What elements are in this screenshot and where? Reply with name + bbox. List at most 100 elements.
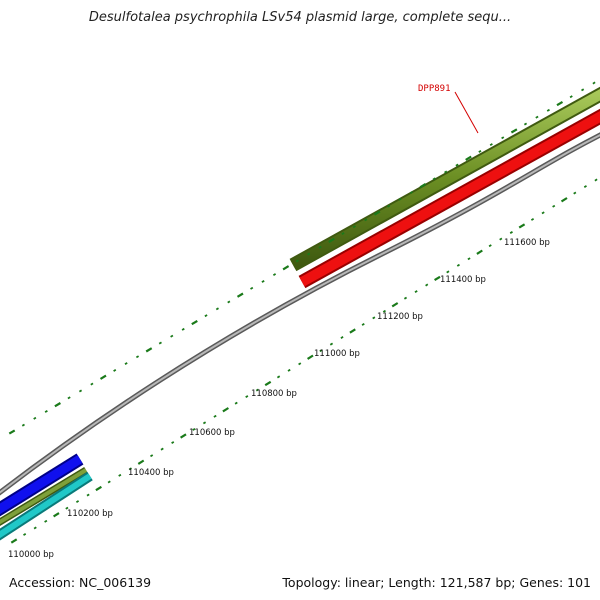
upper-strand-tick (158, 341, 162, 345)
lower-strand-tick (509, 231, 513, 234)
ruler-label-110400: 110400 bp (128, 468, 174, 478)
lower-strand-tick (530, 217, 535, 221)
lower-strand-tick (499, 237, 503, 241)
ruler-label-111600: 111600 bp (504, 238, 550, 248)
lower-strand-tick (391, 302, 399, 308)
lower-strand-tick (298, 362, 302, 366)
ruler-label-111400: 111400 bp (440, 275, 486, 285)
lower-strand-tick (476, 249, 483, 255)
upper-strand-tick (387, 204, 391, 208)
upper-strand-tick (272, 273, 277, 277)
upper-strand-tick (465, 155, 472, 161)
lower-strand-tick (573, 191, 577, 195)
lower-strand-tick (137, 459, 145, 465)
lower-strand-tick (307, 354, 314, 360)
lower-strand-tick (349, 328, 356, 334)
lower-strand-tick (372, 316, 376, 320)
upper-strand-tick (170, 334, 174, 338)
upper-strand-tick (67, 396, 71, 400)
lower-strand-tick (434, 275, 441, 282)
upper-strand-tick (250, 286, 254, 290)
lower-strand-tick (456, 263, 460, 267)
lower-strand-tick (213, 414, 217, 418)
upper-strand-tick (419, 183, 427, 189)
upper-strand-tick (535, 115, 539, 119)
lower-strand-tick (594, 178, 598, 182)
upper-strand-tick (78, 389, 83, 393)
tick-marks-lower-strand (10, 178, 598, 544)
upper-strand-tick (54, 402, 61, 408)
upper-strand-tick (215, 307, 219, 311)
lower-strand-tick (202, 421, 207, 425)
upper-strand-tick (295, 259, 299, 263)
lower-strand-tick (583, 185, 587, 188)
lower-strand-tick (245, 395, 249, 399)
topology-summary-text: Topology: linear; Length: 121,587 bp; Ge… (282, 575, 591, 590)
upper-strand-tick (546, 108, 550, 112)
lower-strand-tick (10, 538, 18, 544)
upper-strand-tick (227, 300, 231, 304)
lower-strand-tick (180, 433, 187, 439)
upper-strand-tick (307, 252, 311, 256)
ruler-label-111000: 111000 bp (314, 349, 360, 359)
lower-strand-tick (361, 322, 365, 326)
lower-strand-tick (171, 441, 175, 444)
lower-strand-tick (118, 473, 122, 477)
lower-strand-tick (192, 427, 196, 431)
lower-strand-tick (425, 283, 429, 287)
upper-strand-tick (432, 177, 436, 181)
upper-strand-tick (21, 423, 25, 427)
upper-strand-tick (373, 210, 381, 216)
lower-strand-tick (488, 244, 492, 248)
upper-strand-tick (489, 143, 493, 147)
upper-strand-tick (341, 232, 345, 235)
lower-strand-tick (44, 519, 48, 523)
lower-strand-tick (467, 257, 471, 261)
tick-marks-upper-strand (8, 81, 596, 435)
lower-strand-tick (75, 500, 80, 504)
accession-text: Accession: NC_006139 (9, 575, 152, 590)
upper-strand-tick (478, 150, 482, 153)
lower-strand-tick (287, 368, 291, 372)
upper-strand-tick (44, 410, 48, 413)
upper-strand-tick (556, 100, 564, 107)
upper-strand-tick (523, 122, 528, 126)
upper-strand-tick (236, 292, 244, 298)
upper-strand-tick (181, 327, 185, 331)
upper-strand-tick (33, 416, 37, 420)
upper-strand-tick (398, 197, 402, 201)
gene-label-dpp891[interactable]: DPP891 (418, 84, 451, 94)
lower-strand-tick (446, 270, 450, 274)
sequence-backbone-highlight (0, 133, 600, 494)
upper-strand-tick (455, 163, 459, 167)
map-title: Desulfotalea psychrophila LSv54 plasmid … (88, 10, 512, 25)
upper-strand-tick (581, 88, 585, 92)
gene-feature-red-fill (299, 111, 600, 287)
lower-strand-tick (382, 309, 386, 313)
upper-strand-tick (328, 237, 335, 243)
ruler-label-110600: 110600 bp (189, 428, 235, 438)
lower-strand-tick (33, 526, 37, 530)
lower-strand-tick (23, 533, 27, 536)
upper-strand-tick (261, 280, 265, 283)
lower-strand-tick (340, 336, 344, 339)
lower-strand-tick (86, 493, 90, 497)
gene-label-leader-line (454, 91, 479, 134)
upper-strand-tick (145, 347, 153, 353)
upper-strand-tick (569, 95, 573, 99)
ruler-label-111200: 111200 bp (377, 312, 423, 322)
lower-strand-tick (95, 485, 102, 492)
gene-feature-olive-lower-fill (0, 468, 88, 525)
ruler-label-110800: 110800 bp (251, 389, 297, 399)
lower-strand-tick (560, 197, 568, 203)
lower-strand-tick (276, 375, 281, 379)
gene-feature-blue-fill (0, 455, 83, 515)
gene-feature-olive-upper-fill (290, 89, 600, 270)
lower-strand-tick (319, 349, 323, 353)
lower-strand-tick (53, 512, 60, 518)
lower-strand-tick (552, 204, 556, 208)
upper-strand-tick (352, 225, 356, 229)
upper-strand-tick (113, 368, 117, 372)
upper-strand-tick (282, 265, 290, 271)
upper-strand-tick (409, 191, 413, 194)
